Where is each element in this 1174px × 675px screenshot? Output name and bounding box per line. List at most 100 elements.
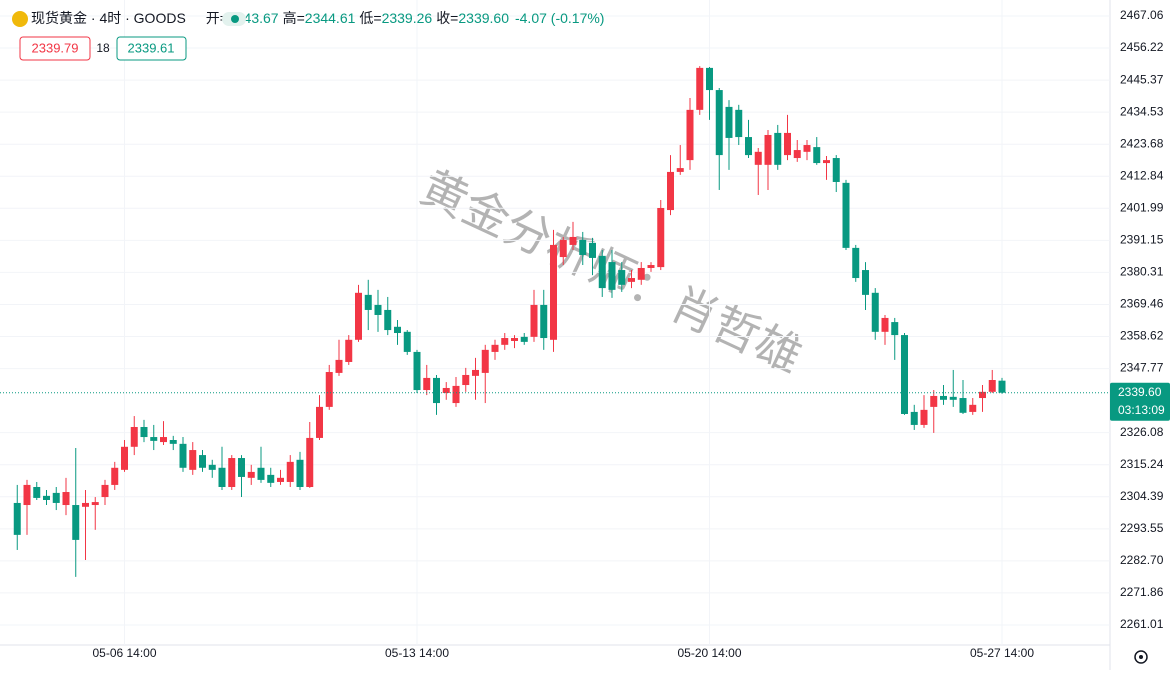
candle-body bbox=[91, 502, 99, 506]
legend-text: -4.07 (-0.17%) bbox=[515, 10, 604, 26]
candle-body bbox=[472, 369, 479, 376]
y-tick-label: 2347.77 bbox=[1120, 361, 1164, 375]
candle-body bbox=[306, 437, 314, 487]
candle-body bbox=[43, 495, 50, 500]
legend-text: 现货黄金 · 4时 · GOODS bbox=[31, 10, 186, 26]
candle-body bbox=[257, 467, 265, 480]
candle-body bbox=[628, 278, 635, 282]
candle-body bbox=[433, 377, 440, 404]
candle-body bbox=[881, 317, 889, 332]
candle-body bbox=[101, 484, 109, 498]
candle-body bbox=[169, 439, 177, 444]
countdown: 03:13:09 bbox=[1118, 403, 1165, 417]
x-tick-label: 05-13 14:00 bbox=[385, 646, 449, 660]
y-tick-label: 2380.31 bbox=[1120, 265, 1164, 279]
legend-text: 收= bbox=[436, 10, 458, 26]
candle-body bbox=[62, 492, 70, 506]
candle-body bbox=[247, 471, 255, 478]
y-tick-label: 2271.86 bbox=[1120, 585, 1164, 599]
y-tick-label: 2315.24 bbox=[1120, 457, 1164, 471]
sell-box[interactable] bbox=[19, 36, 91, 61]
candle-body bbox=[394, 326, 401, 334]
candle-body bbox=[374, 304, 382, 315]
buy-price: 2339.61 bbox=[128, 40, 175, 55]
y-tick-label: 2326.08 bbox=[1120, 425, 1164, 439]
candle-body bbox=[764, 134, 772, 165]
candle-body bbox=[784, 132, 791, 156]
settings-icon-center bbox=[1139, 655, 1143, 659]
toggle-dot bbox=[231, 15, 239, 23]
candle-body bbox=[179, 443, 187, 468]
legend-text: 2339.26 bbox=[382, 10, 433, 26]
candle-body bbox=[364, 294, 372, 310]
y-tick-label: 2261.01 bbox=[1120, 617, 1164, 631]
candle-body bbox=[238, 458, 245, 477]
candle-body bbox=[228, 458, 236, 487]
candle-body bbox=[501, 338, 509, 345]
candle-body bbox=[618, 270, 626, 285]
candle-body bbox=[140, 426, 148, 438]
candle-body bbox=[715, 90, 723, 156]
y-tick-label: 2456.22 bbox=[1120, 40, 1164, 54]
candle-body bbox=[910, 411, 918, 425]
y-tick-label: 2369.46 bbox=[1120, 297, 1164, 311]
candle-body bbox=[423, 377, 431, 391]
candle-body bbox=[335, 359, 343, 373]
buy-box[interactable] bbox=[116, 36, 187, 61]
candle-body bbox=[696, 67, 704, 110]
candle-body bbox=[803, 145, 811, 152]
candle-body bbox=[384, 309, 392, 331]
candle-body bbox=[569, 236, 577, 245]
y-tick-label: 2282.70 bbox=[1120, 553, 1164, 567]
legend: 现货黄金 · 4时 · GOODS 开=2343.67 高=2344.61 低=233… bbox=[31, 10, 604, 26]
candle-body bbox=[579, 239, 587, 255]
candle-body bbox=[199, 455, 206, 468]
x-tick-label: 05-27 14:00 bbox=[970, 646, 1034, 660]
candle-body bbox=[218, 467, 226, 487]
x-tick-label: 05-06 14:00 bbox=[92, 646, 156, 660]
y-tick-label: 2423.68 bbox=[1120, 136, 1164, 150]
legend-text: 高= bbox=[283, 10, 305, 26]
candle-body bbox=[725, 106, 733, 138]
candle-body bbox=[160, 437, 167, 443]
spread: 18 bbox=[96, 41, 110, 55]
candle-body bbox=[72, 505, 80, 540]
candle-body bbox=[403, 331, 411, 352]
candle-body bbox=[940, 395, 947, 400]
candle-body bbox=[901, 335, 908, 414]
candle-body bbox=[208, 464, 216, 470]
candle-body bbox=[930, 395, 938, 407]
settings-icon[interactable] bbox=[1134, 650, 1148, 664]
candle-body bbox=[150, 437, 158, 441]
y-tick-label: 2391.15 bbox=[1120, 233, 1164, 247]
candle-body bbox=[637, 267, 645, 280]
candle-body bbox=[852, 247, 860, 279]
candle-body bbox=[959, 398, 967, 413]
candle-body bbox=[686, 109, 694, 161]
candle-body bbox=[267, 474, 275, 483]
candle-body bbox=[949, 396, 957, 400]
candle-body bbox=[33, 486, 41, 498]
y-tick-label: 2467.06 bbox=[1120, 8, 1164, 22]
candle-body bbox=[647, 265, 655, 268]
candle-body bbox=[491, 344, 499, 352]
candle-body bbox=[481, 349, 489, 373]
x-tick-label: 05-20 14:00 bbox=[677, 646, 741, 660]
candle-body bbox=[706, 67, 713, 91]
last-price-box bbox=[1110, 382, 1170, 421]
symbol-icon bbox=[12, 11, 28, 27]
legend-text: 2344.61 bbox=[305, 10, 356, 26]
candle-body bbox=[316, 406, 323, 438]
candle-body bbox=[296, 459, 304, 487]
candle-body bbox=[121, 446, 128, 470]
candle-body bbox=[82, 502, 89, 507]
y-tick-label: 2445.37 bbox=[1120, 72, 1164, 86]
candle-body bbox=[598, 255, 606, 289]
candle-body bbox=[413, 351, 421, 391]
y-tick-label: 2358.62 bbox=[1120, 329, 1164, 343]
candle-body bbox=[520, 336, 528, 342]
candle-body bbox=[979, 391, 986, 399]
candle-body bbox=[842, 182, 850, 248]
